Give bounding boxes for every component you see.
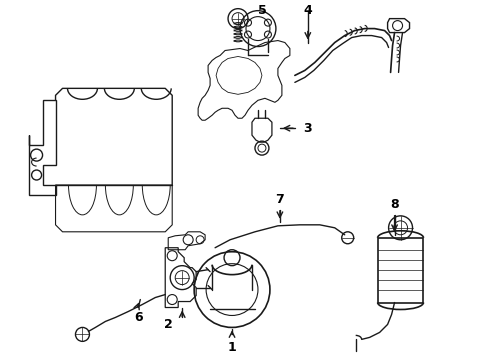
Text: 7: 7 bbox=[275, 193, 284, 206]
Text: 3: 3 bbox=[303, 122, 312, 135]
Text: 5: 5 bbox=[258, 4, 267, 17]
Text: 1: 1 bbox=[228, 341, 236, 354]
Text: 2: 2 bbox=[164, 318, 172, 331]
Text: 8: 8 bbox=[390, 198, 399, 211]
Text: 6: 6 bbox=[134, 311, 143, 324]
Text: 4: 4 bbox=[303, 4, 312, 17]
Bar bbox=[378, 238, 423, 302]
